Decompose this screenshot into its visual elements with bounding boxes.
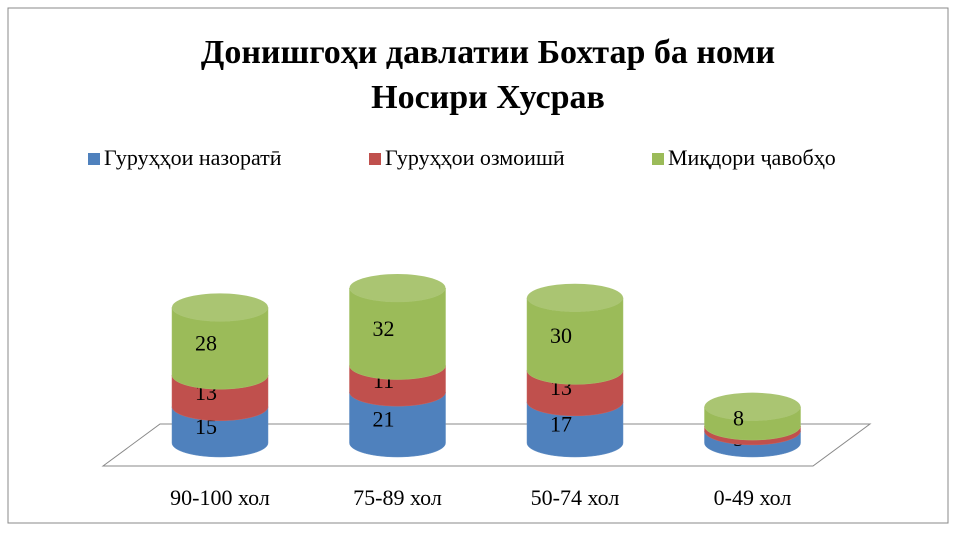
- cylinder-segment: [704, 406, 801, 441]
- legend-swatch: [652, 153, 664, 165]
- data-label: 21: [373, 407, 395, 432]
- cylinder-top: [704, 392, 801, 421]
- data-label: 17: [550, 411, 572, 436]
- x-tick-label: 90-100 хол: [170, 485, 270, 510]
- x-tick-label: 0-49 хол: [714, 485, 792, 510]
- floor: [101, 423, 872, 467]
- legend-label: Миқдори ҷавобҳо: [668, 145, 836, 170]
- chart-title: Донишгоҳи давлатии Бохтар ба номи: [201, 34, 775, 71]
- cylinder-top: [527, 283, 623, 312]
- cylinder-segment: [171, 307, 269, 390]
- data-label: 8: [733, 405, 744, 430]
- x-tick-label: 50-74 хол: [531, 485, 620, 510]
- cylinder-segment: [349, 287, 446, 380]
- x-tick-label: 75-89 хол: [353, 485, 442, 510]
- cylinder-top: [172, 293, 268, 322]
- legend-label: Гуруҳҳои назоратӣ: [104, 145, 282, 170]
- legend-swatch: [88, 153, 100, 165]
- legend-swatch: [369, 153, 381, 165]
- data-label: 32: [373, 316, 395, 341]
- data-label: 30: [550, 323, 572, 348]
- data-label: 28: [195, 330, 217, 355]
- cylinder-segment: [526, 297, 624, 385]
- legend-label: Гуруҳҳои озмоишӣ: [385, 145, 565, 170]
- chart-title: Носири Хусрав: [371, 79, 605, 116]
- cylinder-top: [349, 274, 446, 302]
